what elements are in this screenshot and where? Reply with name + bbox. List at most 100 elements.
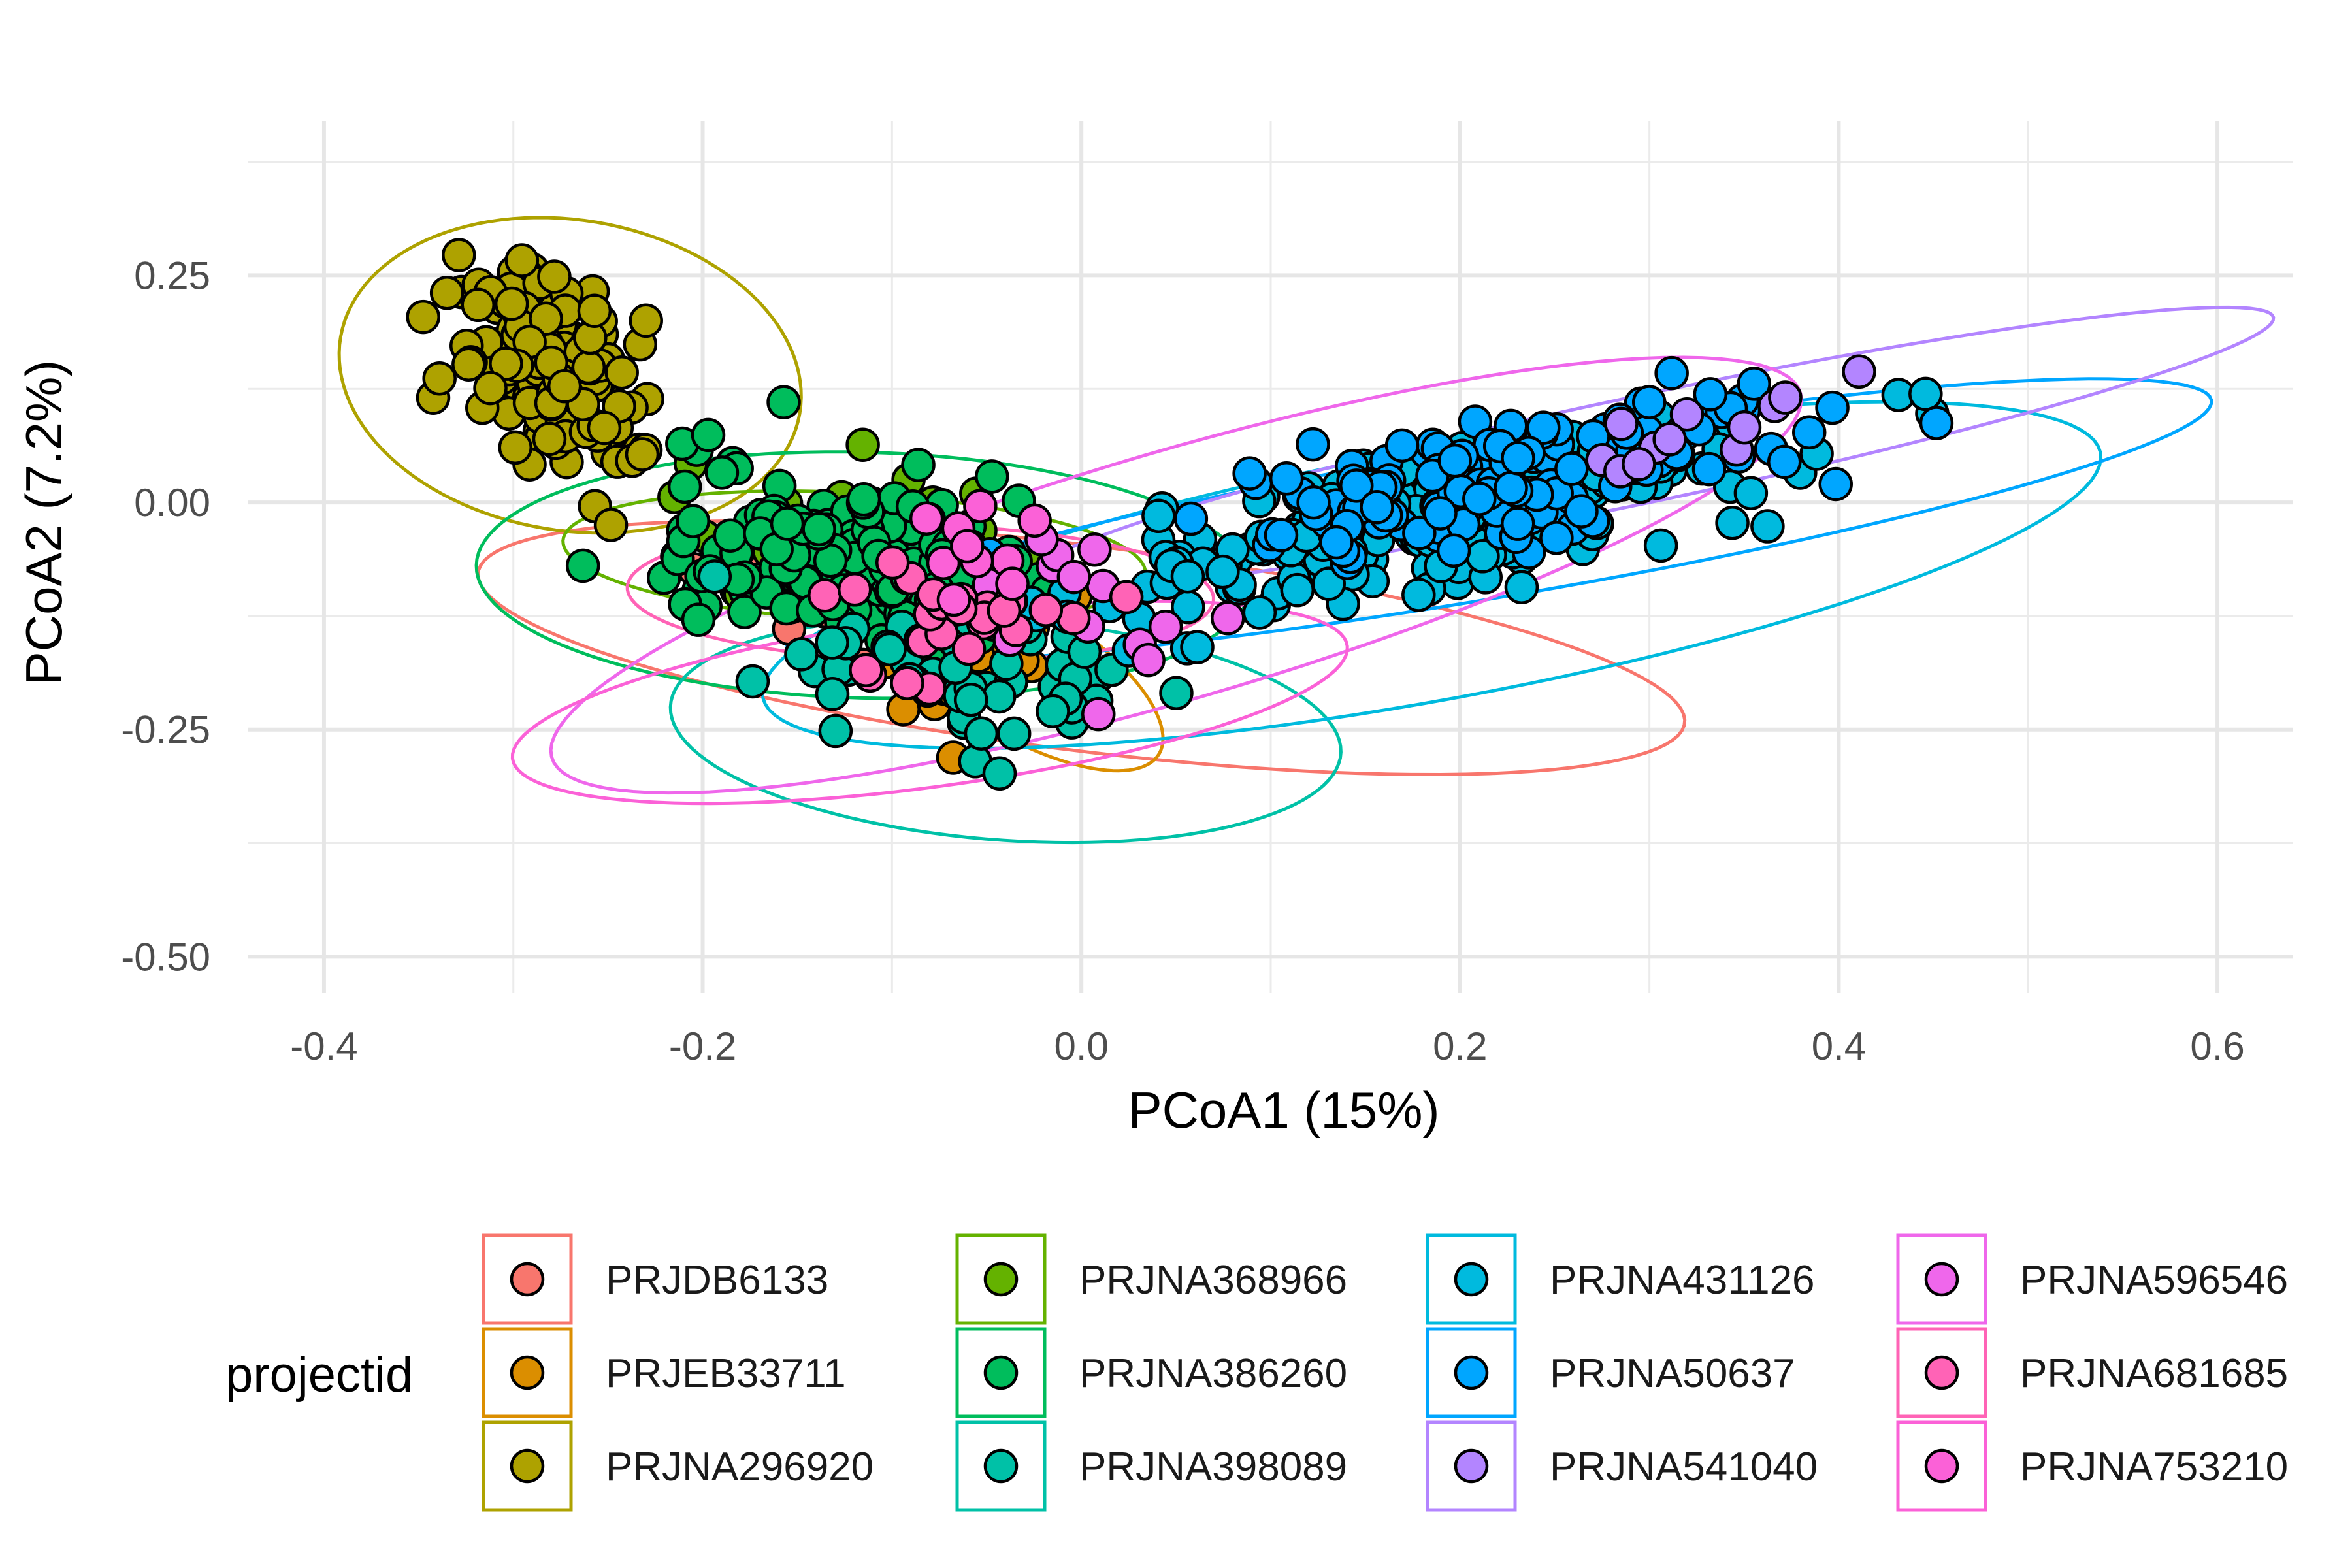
legend-key-point	[1924, 1262, 1959, 1297]
data-point	[587, 410, 622, 446]
data-point	[1842, 354, 1876, 389]
data-point	[1767, 444, 1802, 480]
data-point	[547, 368, 582, 404]
legend-key-point	[983, 1355, 1019, 1390]
legend-item: PRJNA398089	[955, 1420, 1347, 1512]
data-point	[498, 430, 532, 465]
data-point	[489, 346, 523, 381]
data-point	[846, 482, 881, 517]
legend-key-point	[510, 1448, 545, 1484]
data-point	[1908, 376, 1943, 412]
data-point	[1727, 410, 1762, 445]
data-point	[1242, 595, 1277, 630]
data-point	[950, 529, 985, 564]
data-point	[784, 637, 819, 672]
data-point	[953, 682, 988, 717]
y-tick-label: -0.25	[121, 708, 210, 752]
data-point	[629, 303, 663, 338]
data-point	[1141, 498, 1176, 534]
legend-key-box	[955, 1233, 1047, 1325]
data-point	[1170, 559, 1205, 594]
data-point	[681, 602, 716, 637]
legend-item-label: PRJNA398089	[1079, 1445, 1347, 1490]
legend-item-label: PRJNA596546	[2020, 1258, 2288, 1303]
data-point	[461, 287, 495, 323]
legend-item-label: PRJEB33711	[606, 1351, 846, 1396]
data-point	[766, 385, 801, 419]
legend-item: PRJEB33711	[482, 1327, 846, 1418]
data-point	[1737, 367, 1771, 401]
data-point	[963, 489, 998, 523]
data-point	[676, 504, 710, 538]
x-tick-label: 0.0	[1054, 1024, 1108, 1068]
data-point	[1693, 377, 1728, 412]
confidence-ellipse	[668, 615, 1343, 845]
legend-item-label: PRJNA50637	[1550, 1351, 1795, 1396]
data-point	[1159, 676, 1194, 711]
legend: projectid PRJDB6133 PRJEB33711 PRJNA296920…	[225, 1233, 2288, 1512]
data-point	[1232, 456, 1267, 491]
data-point	[625, 437, 660, 472]
data-point	[667, 469, 702, 504]
data-point	[1715, 506, 1750, 540]
legend-item: PRJNA681685	[1896, 1327, 2288, 1418]
legend-item: PRJNA368966	[955, 1233, 1347, 1325]
data-point	[1360, 489, 1394, 525]
data-point	[909, 501, 944, 536]
data-point	[532, 421, 567, 457]
data-point	[1173, 501, 1209, 536]
data-point	[1652, 422, 1687, 457]
data-point	[593, 508, 629, 542]
legend-item-label: PRJDB6133	[606, 1258, 828, 1303]
data-point	[936, 582, 972, 617]
legend-key-point	[1924, 1355, 1959, 1390]
data-point	[926, 546, 961, 580]
data-point	[604, 355, 639, 390]
data-point	[1436, 533, 1471, 568]
data-point	[473, 370, 508, 406]
legend-key-point	[1454, 1448, 1489, 1484]
data-point	[504, 243, 540, 278]
data-point	[815, 676, 850, 711]
legend-item-label: PRJNA541040	[1550, 1445, 1818, 1490]
data-point	[901, 448, 936, 482]
data-point	[1631, 385, 1667, 419]
legend-item: PRJNA296920	[482, 1420, 874, 1512]
data-point	[1402, 515, 1437, 551]
data-point	[1604, 406, 1639, 442]
data-point	[1081, 696, 1116, 732]
data-point	[565, 548, 600, 583]
data-point	[1501, 441, 1535, 476]
data-point	[872, 632, 907, 667]
data-point	[982, 756, 1017, 791]
data-point	[1269, 461, 1304, 496]
data-point	[1296, 427, 1330, 462]
legend-item-label: PRJNA753210	[2020, 1445, 2288, 1490]
y-axis-label: PCoA2 (7.2%)	[15, 360, 73, 686]
legend-key-box	[955, 1327, 1047, 1418]
legend-item-label: PRJNA368966	[1079, 1258, 1347, 1303]
data-point	[837, 572, 872, 607]
legend-item-label: PRJNA431126	[1550, 1258, 1815, 1303]
data-point	[1109, 580, 1144, 615]
data-point	[1815, 390, 1850, 425]
data-point	[845, 427, 880, 462]
x-tick-label: 0.4	[1812, 1024, 1866, 1068]
data-point	[1148, 610, 1183, 644]
legend-key-point	[1454, 1262, 1489, 1297]
data-point	[995, 566, 1030, 601]
data-point	[1180, 630, 1215, 664]
data-point	[975, 459, 1009, 494]
axis-tick-labels: -0.4 -0.2 0.0 0.2 0.4 0.6 -0.50 -0.25 0.00 0.25	[121, 253, 2245, 1068]
data-point	[1919, 406, 1954, 440]
legend-key-point	[983, 1262, 1019, 1297]
data-point	[1462, 482, 1497, 516]
data-point	[577, 293, 612, 328]
data-point	[429, 275, 465, 310]
legend-key-point	[1924, 1448, 1959, 1484]
data-point	[406, 299, 440, 335]
data-point	[808, 578, 842, 613]
data-point	[996, 716, 1032, 751]
data-point	[1339, 468, 1374, 503]
